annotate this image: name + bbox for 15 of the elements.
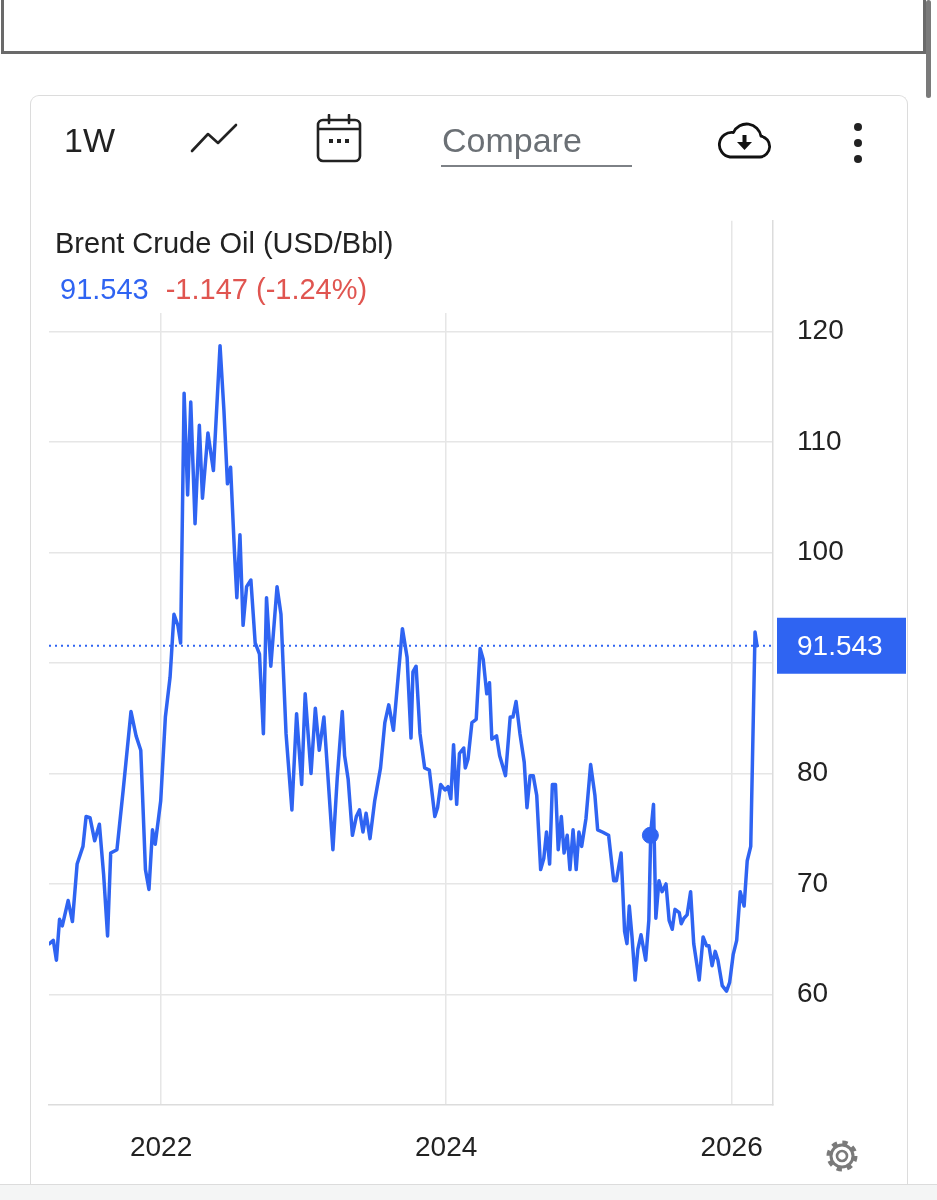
x-tick-label: 2022 [129,1130,193,1162]
x-tick-label: 2024 [415,1130,478,1162]
chart-title: Brent Crude Oil (USD/Bbl) [55,226,394,260]
y-tick-label: 80 [797,756,829,788]
x-tick-label: 2026 [700,1130,763,1162]
text: 91.543 [60,273,149,305]
y-tick-label: 60 [797,977,829,1009]
text: Compare [442,120,582,161]
y-tick-label: 120 [797,314,844,346]
y-tick-label: 100 [797,535,844,567]
y-tick-label: 70 [797,866,829,898]
y-tick-label: 110 [797,424,842,456]
text: 1W [64,120,115,160]
annotation: -1.147 (-1.24%) [165,273,368,305]
ref-line-label: 91.543 [797,629,883,661]
